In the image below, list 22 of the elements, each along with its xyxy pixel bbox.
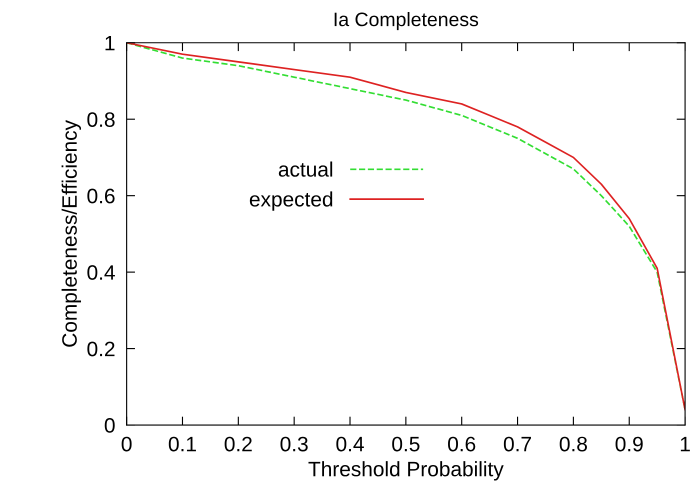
x-tick-label: 0.3 [280,436,308,452]
chart-title: Ia Completeness [334,12,478,30]
x-tick-label: 0.8 [560,436,587,452]
x-axis-title: Threshold Probability [308,461,504,481]
x-tick-label: 1 [680,436,690,452]
y-tick-label: 0 [104,418,115,433]
x-tick-label: 0.5 [392,436,420,452]
x-tick-label: 0.1 [168,436,196,452]
y-tick-label: 0.4 [87,265,115,280]
y-tick-label: 0.8 [87,112,115,127]
x-tick-label: 0 [122,436,132,452]
y-tick-label: 0.6 [87,188,115,204]
y-tick-label: 1 [106,36,115,50]
x-tick-label: 0.7 [504,436,531,452]
x-tick-label: 0.4 [336,436,364,452]
x-tick-label: 0.9 [616,436,643,452]
y-tick-label: 0.2 [87,342,114,356]
y-axis-title: Completeness/Efficiency [62,120,82,347]
x-tick-label: 0.6 [448,436,476,452]
legend-label: expected [250,191,332,211]
legend-label: actual [278,161,332,177]
x-tick-label: 0.2 [224,436,252,452]
